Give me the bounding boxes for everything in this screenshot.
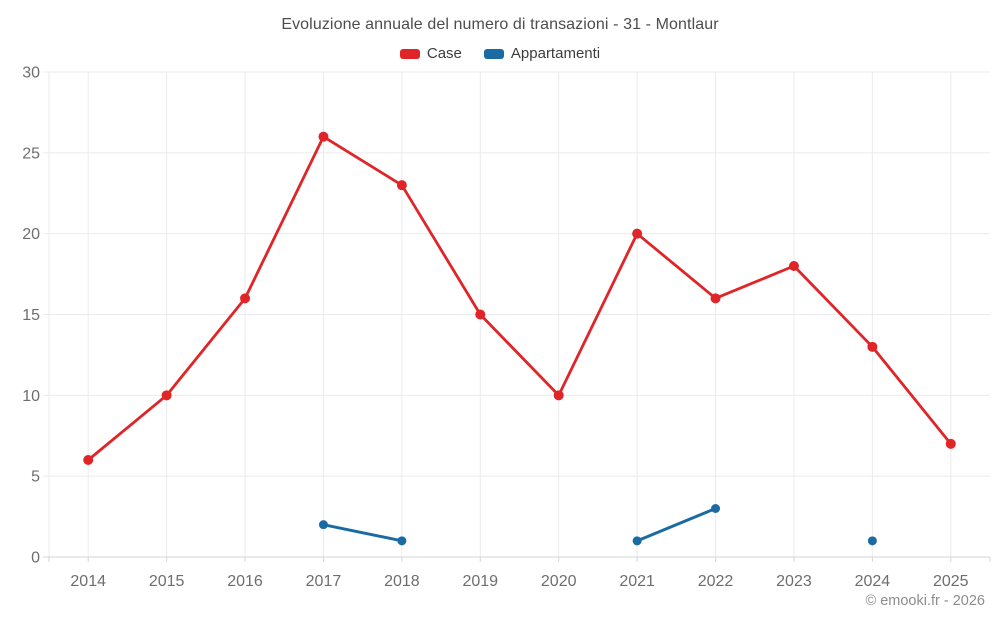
y-tick-label: 5 <box>31 469 40 486</box>
data-point-case-2025[interactable] <box>945 438 956 449</box>
legend-item-appartamenti[interactable]: Appartamenti <box>483 45 601 62</box>
x-tick-label: 2023 <box>776 573 812 590</box>
legend-label-case: Case <box>426 45 462 62</box>
data-point-case-2021[interactable] <box>632 228 643 239</box>
data-point-appartamenti-2017[interactable] <box>318 520 328 530</box>
x-tick-label: 2020 <box>541 573 577 590</box>
legend-swatch-case-icon <box>399 48 420 59</box>
series-line-appartamenti[interactable] <box>635 507 718 543</box>
y-tick-label: 10 <box>22 388 40 405</box>
legend-swatch-appartamenti-icon <box>483 48 504 59</box>
data-point-case-2023[interactable] <box>788 261 799 271</box>
data-point-case-2022[interactable] <box>710 293 721 304</box>
data-point-case-2017[interactable] <box>318 131 329 142</box>
y-tick-label: 0 <box>31 550 40 567</box>
data-point-case-2016[interactable] <box>240 293 251 304</box>
legend-item-case[interactable]: Case <box>399 45 462 62</box>
data-point-appartamenti-2021[interactable] <box>632 536 642 546</box>
x-tick-label: 2021 <box>619 573 655 590</box>
data-point-case-2019[interactable] <box>475 309 486 320</box>
data-point-case-2020[interactable] <box>553 390 564 401</box>
y-tick-label: 30 <box>22 65 40 82</box>
data-point-appartamenti-2018[interactable] <box>397 536 407 546</box>
legend-label-appartamenti: Appartamenti <box>510 45 601 62</box>
x-tick-label: 2024 <box>855 573 891 590</box>
data-point-case-2024[interactable] <box>867 341 878 352</box>
x-tick-label: 2017 <box>306 573 342 590</box>
x-tick-label: 2022 <box>698 573 734 590</box>
y-tick-label: 25 <box>22 145 40 162</box>
x-tick-label: 2025 <box>933 573 969 590</box>
x-tick-label: 2015 <box>149 573 185 590</box>
data-point-appartamenti-2024[interactable] <box>867 536 877 546</box>
data-point-appartamenti-2022[interactable] <box>711 504 721 513</box>
series-line-appartamenti[interactable] <box>321 523 404 543</box>
series-line-case[interactable] <box>86 135 953 462</box>
y-tick-label: 20 <box>22 226 40 243</box>
data-point-case-2015[interactable] <box>161 390 172 401</box>
legend: Case Appartamenti <box>0 45 1000 62</box>
data-point-case-2014[interactable] <box>83 455 94 465</box>
chart-title: Evoluzione annuale del numero di transaz… <box>281 16 719 33</box>
copyright-text: © emooki.fr - 2026 <box>865 593 985 609</box>
x-tick-label: 2018 <box>384 573 420 590</box>
x-tick-label: 2014 <box>70 573 106 590</box>
data-point-case-2018[interactable] <box>396 180 407 191</box>
y-tick-label: 15 <box>22 307 40 324</box>
x-tick-label: 2016 <box>227 573 263 590</box>
x-tick-label: 2019 <box>462 573 498 590</box>
